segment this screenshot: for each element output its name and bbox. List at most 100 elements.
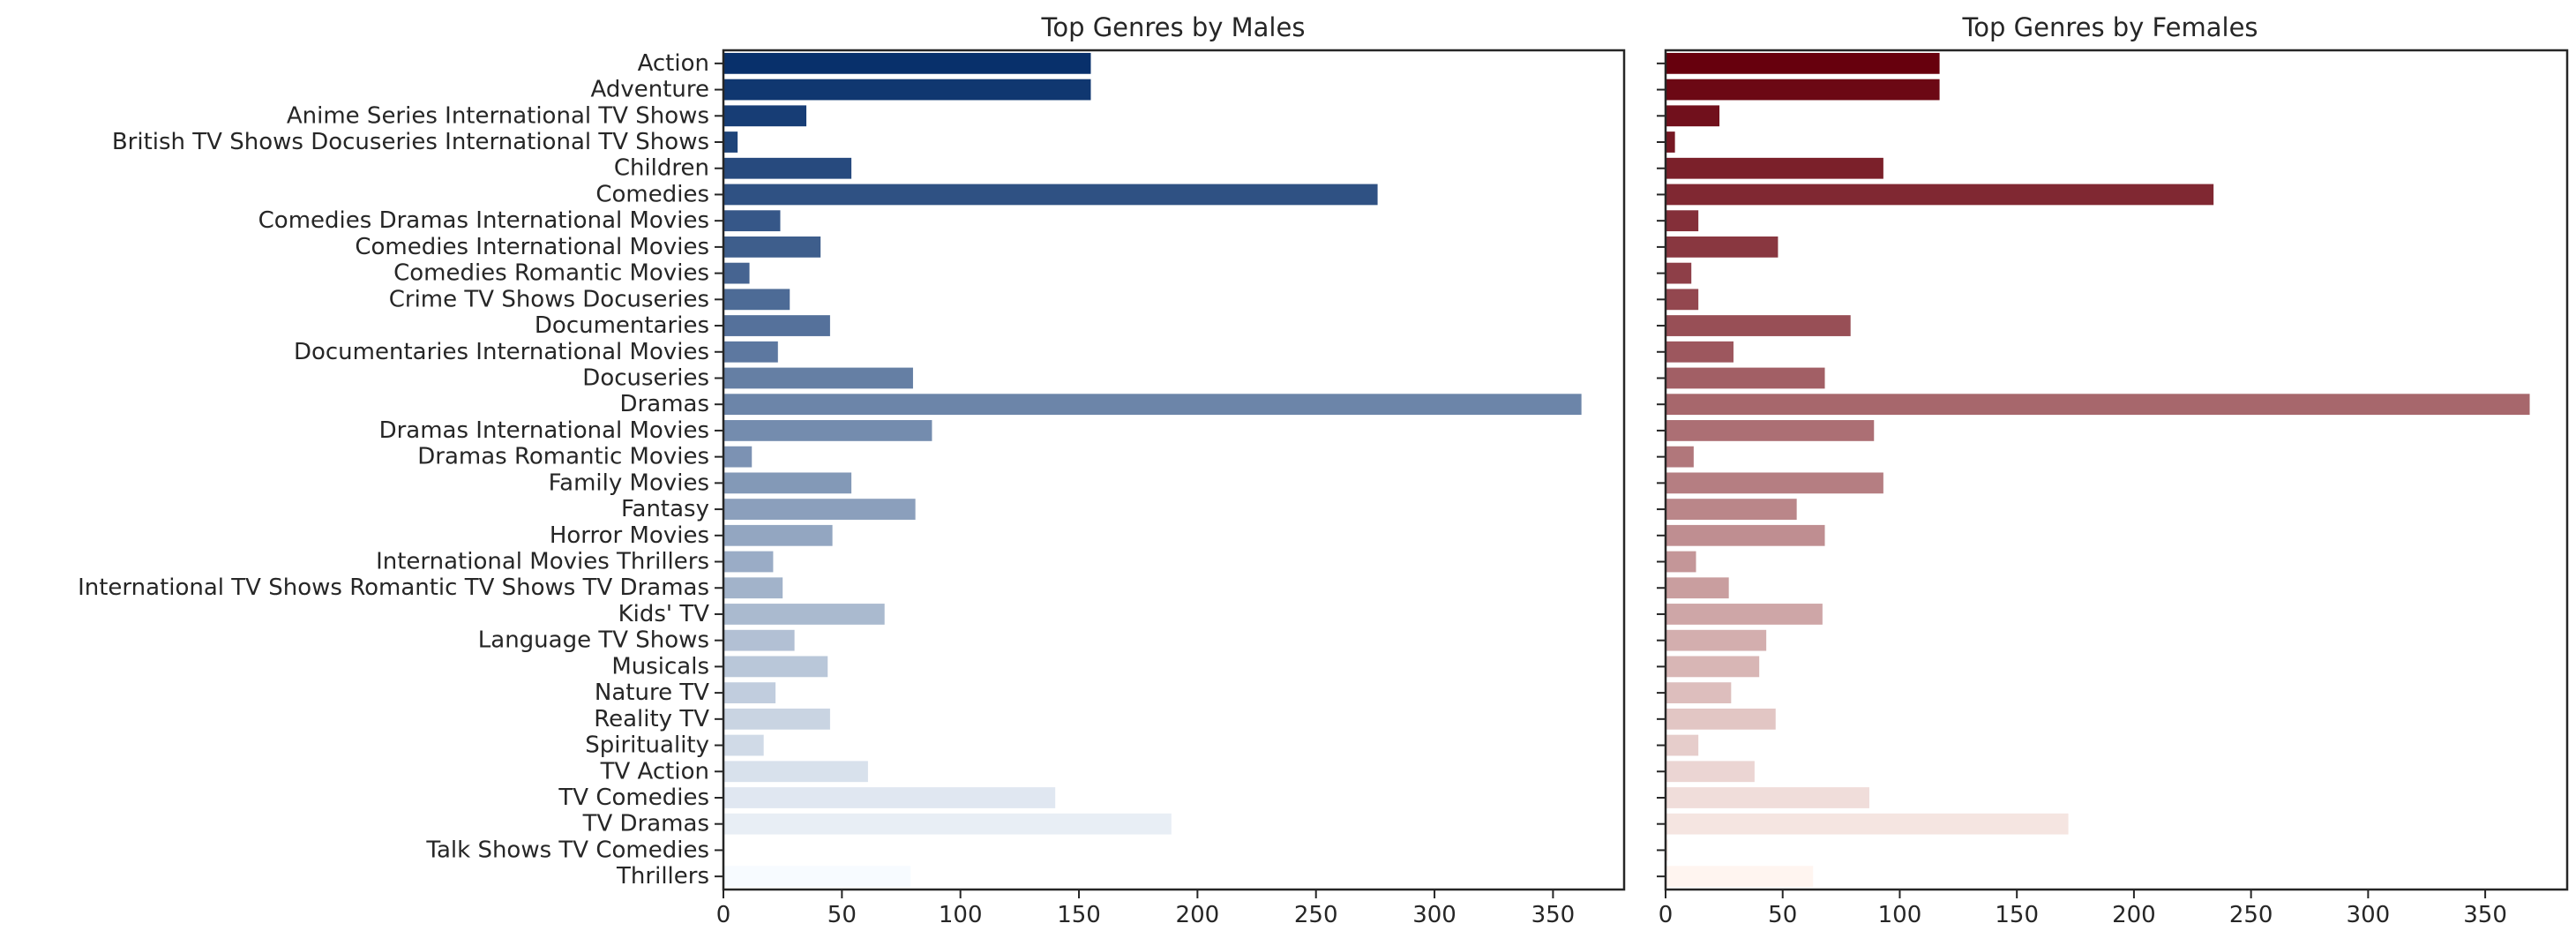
males-bar-reality-tv xyxy=(723,708,830,730)
females-bar-tv-comedies xyxy=(1666,787,1869,808)
category-label-international-movies-thrillers: International Movies Thrillers xyxy=(376,549,709,575)
males-bar-comedies-international-movies xyxy=(723,236,821,258)
category-label-tv-dramas: TV Dramas xyxy=(582,811,709,837)
females-bar-documentaries xyxy=(1666,315,1851,336)
females-bar-tv-action xyxy=(1666,761,1755,783)
males-bar-horror-movies xyxy=(723,524,833,546)
males-bar-language-tv-shows xyxy=(723,629,795,651)
females-bar-spirituality xyxy=(1666,734,1699,756)
category-label-action: Action xyxy=(638,50,709,77)
males-bar-docuseries xyxy=(723,367,913,389)
females-bar-crime-tv-shows-docuseries xyxy=(1666,289,1699,311)
category-label-musicals: Musicals xyxy=(611,653,709,679)
females-x-tick-label: 50 xyxy=(1768,902,1797,928)
males-bar-tv-dramas xyxy=(723,813,1172,835)
males-bar-children xyxy=(723,157,852,179)
males-plot-frame xyxy=(722,49,1626,891)
females-y-axis xyxy=(1657,62,1666,878)
females-plot-frame xyxy=(1664,49,2569,891)
males-bar-dramas xyxy=(723,394,1582,416)
females-bar-action xyxy=(1666,52,1940,74)
category-label-anime-series-international-tv-shows: Anime Series International TV Shows xyxy=(287,102,709,129)
males-x-tick-label: 100 xyxy=(939,902,983,928)
males-bar-comedies xyxy=(723,184,1378,206)
females-bar-kids-tv xyxy=(1666,604,1823,625)
males-bar-thrillers xyxy=(723,866,911,888)
males-bar-crime-tv-shows-docuseries xyxy=(723,289,790,311)
females-bars xyxy=(1666,52,2530,888)
females-bar-reality-tv xyxy=(1666,708,1776,730)
category-label-horror-movies: Horror Movies xyxy=(550,522,709,549)
males-bar-dramas-international-movies xyxy=(723,420,932,441)
males-chart-title: Top Genres by Males xyxy=(1041,12,1306,42)
males-x-tick-label: 350 xyxy=(1531,902,1576,928)
males-bars xyxy=(723,52,1582,888)
females-x-tick-label: 300 xyxy=(2347,902,2391,928)
females-bar-docuseries xyxy=(1666,367,1825,389)
males-bar-documentaries xyxy=(723,315,830,336)
males-bar-adventure xyxy=(723,79,1091,101)
males-bar-nature-tv xyxy=(723,682,776,703)
males-x-tick-label: 50 xyxy=(827,902,857,928)
females-bar-tv-dramas xyxy=(1666,813,2069,835)
category-label-dramas: Dramas xyxy=(620,391,709,417)
females-chart-title: Top Genres by Females xyxy=(1961,12,2258,42)
males-bar-british-tv-shows-docuseries-international-tv-shows xyxy=(723,131,738,153)
females-bar-international-tv-shows-romantic-tv-shows-tv-dramas xyxy=(1666,577,1729,599)
category-label-tv-action: TV Action xyxy=(600,758,709,785)
females-x-axis: 0 50 100 150 200 250 300 350 xyxy=(1659,890,2507,928)
females-bar-comedies-dramas-international-movies xyxy=(1666,210,1699,232)
males-bar-action xyxy=(723,52,1091,74)
category-label-dramas-international-movies: Dramas International Movies xyxy=(379,417,709,444)
category-label-british-tv-shows-docuseries-international-tv-shows: British TV Shows Docuseries Internationa… xyxy=(112,129,709,155)
category-label-dramas-romantic-movies: Dramas Romantic Movies xyxy=(417,444,709,470)
category-label-reality-tv: Reality TV xyxy=(594,706,709,732)
females-bar-fantasy xyxy=(1666,499,1797,520)
category-label-crime-tv-shows-docuseries: Crime TV Shows Docuseries xyxy=(389,286,709,312)
males-bar-international-movies-thrillers xyxy=(723,551,774,573)
males-bar-comedies-romantic-movies xyxy=(723,262,750,284)
category-label-tv-comedies: TV Comedies xyxy=(558,785,709,811)
females-bar-dramas-romantic-movies xyxy=(1666,446,1694,468)
females-x-tick-label: 200 xyxy=(2112,902,2156,928)
females-bar-children xyxy=(1666,157,1883,179)
males-x-tick-label: 300 xyxy=(1412,902,1456,928)
females-bar-comedies-romantic-movies xyxy=(1666,262,1692,284)
males-x-tick-label: 200 xyxy=(1176,902,1220,928)
females-chart-panel: Top Genres by Females 0 50 100 150 200 250 300… xyxy=(1657,12,2569,928)
females-bar-british-tv-shows-docuseries-international-tv-shows xyxy=(1666,131,1675,153)
category-label-comedies-dramas-international-movies: Comedies Dramas International Movies xyxy=(258,207,709,234)
males-bar-fantasy xyxy=(723,499,916,520)
females-bar-comedies xyxy=(1666,184,2214,206)
category-label-adventure: Adventure xyxy=(591,77,709,103)
females-bar-international-movies-thrillers xyxy=(1666,551,1696,573)
males-bar-documentaries-international-movies xyxy=(723,341,778,363)
males-bar-anime-series-international-tv-shows xyxy=(723,105,807,127)
males-x-tick-label: 250 xyxy=(1294,902,1338,928)
category-label-language-tv-shows: Language TV Shows xyxy=(478,627,709,654)
females-x-tick-label: 150 xyxy=(1995,902,2039,928)
females-bar-dramas xyxy=(1666,394,2530,416)
category-label-nature-tv: Nature TV xyxy=(595,679,709,706)
category-label-spirituality: Spirituality xyxy=(585,732,709,759)
category-label-comedies: Comedies xyxy=(595,181,709,207)
category-label-family-movies: Family Movies xyxy=(549,469,709,496)
females-bar-musicals xyxy=(1666,656,1760,678)
males-x-tick-label: 150 xyxy=(1057,902,1101,928)
females-bar-nature-tv xyxy=(1666,682,1732,703)
males-bar-tv-comedies xyxy=(723,787,1056,808)
males-bar-tv-action xyxy=(723,761,868,783)
males-bar-comedies-dramas-international-movies xyxy=(723,210,781,232)
category-label-documentaries-international-movies: Documentaries International Movies xyxy=(294,339,709,365)
females-bar-dramas-international-movies xyxy=(1666,420,1875,441)
males-bar-family-movies xyxy=(723,472,852,494)
females-bar-adventure xyxy=(1666,79,1940,101)
males-bar-dramas-romantic-movies xyxy=(723,446,753,468)
category-label-children: Children xyxy=(614,155,709,182)
females-x-tick-label: 350 xyxy=(2463,902,2507,928)
category-label-talk-shows-tv-comedies: Talk Shows TV Comedies xyxy=(425,837,709,863)
females-x-tick-label: 250 xyxy=(2229,902,2273,928)
females-bar-family-movies xyxy=(1666,472,1883,494)
category-label-docuseries: Docuseries xyxy=(582,364,709,391)
